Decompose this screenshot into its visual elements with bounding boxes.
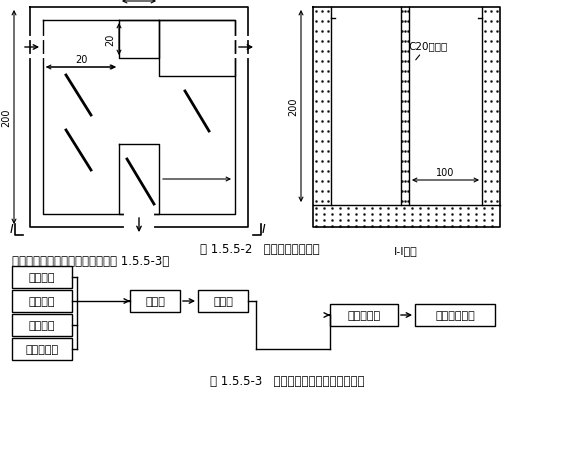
- Text: 基坑降水: 基坑降水: [29, 297, 55, 306]
- Bar: [12, 338, 72, 360]
- Text: 沉砂池: 沉砂池: [213, 297, 233, 306]
- Text: 洗车槽污水: 洗车槽污水: [25, 344, 59, 354]
- Text: I: I: [10, 223, 14, 236]
- Bar: [12, 314, 72, 336]
- Text: 100: 100: [436, 168, 454, 178]
- Text: 排水沟: 排水沟: [145, 297, 165, 306]
- Bar: [12, 266, 72, 288]
- Text: 20: 20: [75, 55, 87, 65]
- Bar: [330, 304, 398, 326]
- Text: 20: 20: [105, 34, 115, 46]
- Bar: [415, 304, 495, 326]
- Text: I-I剖面: I-I剖面: [394, 246, 418, 256]
- Text: 三级沉淀池: 三级沉淀池: [347, 310, 381, 320]
- Text: I: I: [262, 223, 266, 236]
- Text: 200: 200: [1, 108, 11, 127]
- Bar: [198, 291, 248, 312]
- Text: 地表雨水: 地表雨水: [29, 272, 55, 282]
- Text: C20混凝土: C20混凝土: [408, 41, 447, 61]
- Bar: [130, 291, 180, 312]
- Text: 基坑明水: 基坑明水: [29, 320, 55, 330]
- Text: 图 1.5.5-3   地面排水系统水流走向示意图: 图 1.5.5-3 地面排水系统水流走向示意图: [210, 374, 364, 387]
- Bar: [12, 291, 72, 312]
- Text: 图 1.5.5-2   沉淀池结构示意图: 图 1.5.5-2 沉淀池结构示意图: [200, 242, 320, 256]
- Text: 施工地面排水系统的水流走向见图 1.5.5-3。: 施工地面排水系统的水流走向见图 1.5.5-3。: [12, 254, 169, 268]
- Text: 200: 200: [288, 97, 298, 116]
- Text: 市政排水管道: 市政排水管道: [435, 310, 475, 320]
